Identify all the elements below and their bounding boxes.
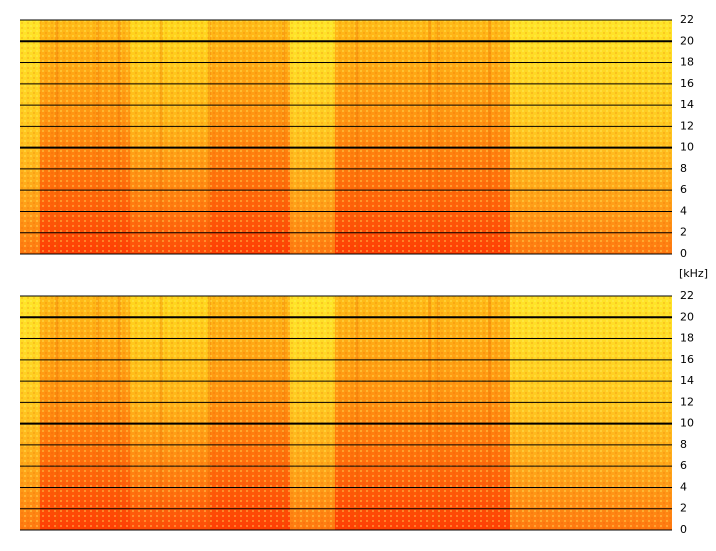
y-tick-label: 14 xyxy=(680,374,694,387)
texture xyxy=(20,296,672,530)
y-tick-label: 2 xyxy=(680,502,687,515)
y-tick-label: 16 xyxy=(680,353,694,366)
y-tick-label: 18 xyxy=(680,332,694,345)
y-tick-label: 22 xyxy=(680,13,694,26)
y-tick-label: 0 xyxy=(680,523,687,536)
y-tick-label: 6 xyxy=(680,183,687,196)
y-tick-label: 10 xyxy=(680,141,694,154)
y-tick-label: 18 xyxy=(680,56,694,69)
y-tick-label: 10 xyxy=(680,417,694,430)
y-tick-label: 2 xyxy=(680,226,687,239)
spectrogram-panel: 0 2 4 6 8 10 12 14 16 18 20 22 [kHz] xyxy=(20,13,708,280)
y-tick-label: 4 xyxy=(680,480,687,493)
y-tick-label: 12 xyxy=(680,119,694,132)
y-tick-label: 12 xyxy=(680,395,694,408)
y-tick-label: 4 xyxy=(680,204,687,217)
y-tick-label: 8 xyxy=(680,438,687,451)
y-tick-label: 20 xyxy=(680,34,694,47)
y-tick-label: 16 xyxy=(680,77,694,90)
spectrogram-panel: 0 2 4 6 8 10 12 14 16 18 20 22 xyxy=(20,289,694,536)
y-axis-label: [kHz] xyxy=(679,267,708,280)
y-tick-label: 6 xyxy=(680,459,687,472)
y-tick-label: 22 xyxy=(680,289,694,302)
y-tick-label: 14 xyxy=(680,98,694,111)
y-tick-label: 20 xyxy=(680,310,694,323)
y-tick-label: 0 xyxy=(680,247,687,260)
texture xyxy=(20,20,672,254)
y-tick-label: 8 xyxy=(680,162,687,175)
